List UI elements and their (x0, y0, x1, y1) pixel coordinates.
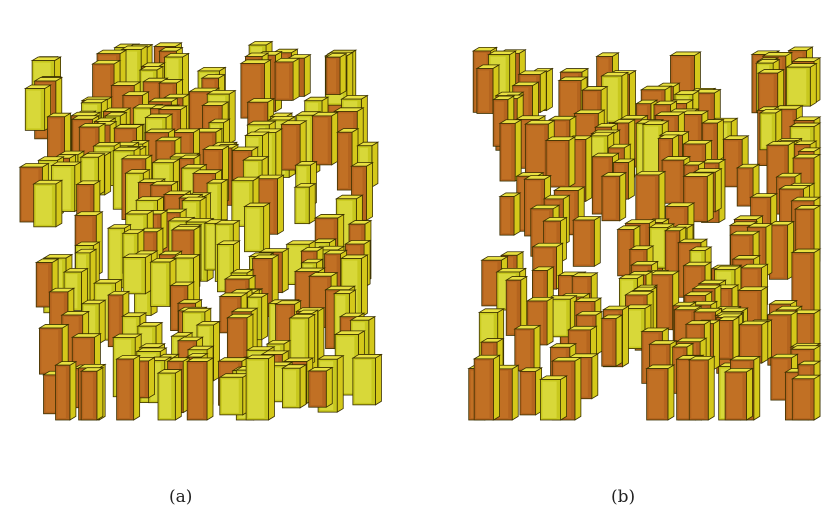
prism (243, 202, 272, 253)
panel-b-image (467, 46, 822, 421)
prism (513, 324, 542, 372)
prism (218, 372, 251, 416)
prism (518, 367, 544, 416)
panel-b-caption: (b) (611, 487, 636, 507)
prism (723, 367, 754, 421)
prism (280, 120, 308, 171)
prism (758, 108, 784, 151)
prism (523, 119, 556, 184)
prism (311, 111, 340, 166)
prism (185, 357, 215, 421)
prism (156, 368, 183, 421)
prism (634, 170, 667, 229)
prism (324, 52, 348, 96)
prism (504, 275, 529, 337)
prism (79, 366, 105, 421)
panel-a-image (18, 40, 383, 421)
panel-a-caption: (a) (169, 487, 193, 507)
prism (280, 363, 308, 409)
prism (350, 161, 374, 221)
prism (735, 163, 761, 207)
prism (351, 353, 383, 406)
prism (767, 220, 796, 280)
prism (54, 360, 78, 421)
prism (600, 314, 624, 367)
prism (645, 364, 676, 421)
prism (790, 248, 822, 316)
prism (472, 354, 502, 421)
prism (307, 366, 334, 408)
prism (538, 375, 569, 421)
prism (115, 354, 142, 421)
prism (687, 355, 716, 421)
prism (571, 215, 602, 268)
prism (293, 182, 317, 225)
prism (716, 316, 741, 360)
prism (790, 374, 822, 421)
prism (273, 57, 301, 102)
prism (244, 354, 276, 421)
prism (498, 119, 523, 182)
prism (766, 310, 799, 366)
prism (288, 313, 317, 367)
prism (784, 62, 818, 107)
prism (600, 171, 628, 222)
prism (121, 253, 153, 295)
panel-b-prism-cluster (414, 0, 829, 470)
panel-a-prism-cluster (0, 0, 415, 470)
prism (23, 84, 53, 132)
prism (32, 179, 64, 228)
prism (737, 320, 770, 364)
prism (498, 192, 522, 236)
